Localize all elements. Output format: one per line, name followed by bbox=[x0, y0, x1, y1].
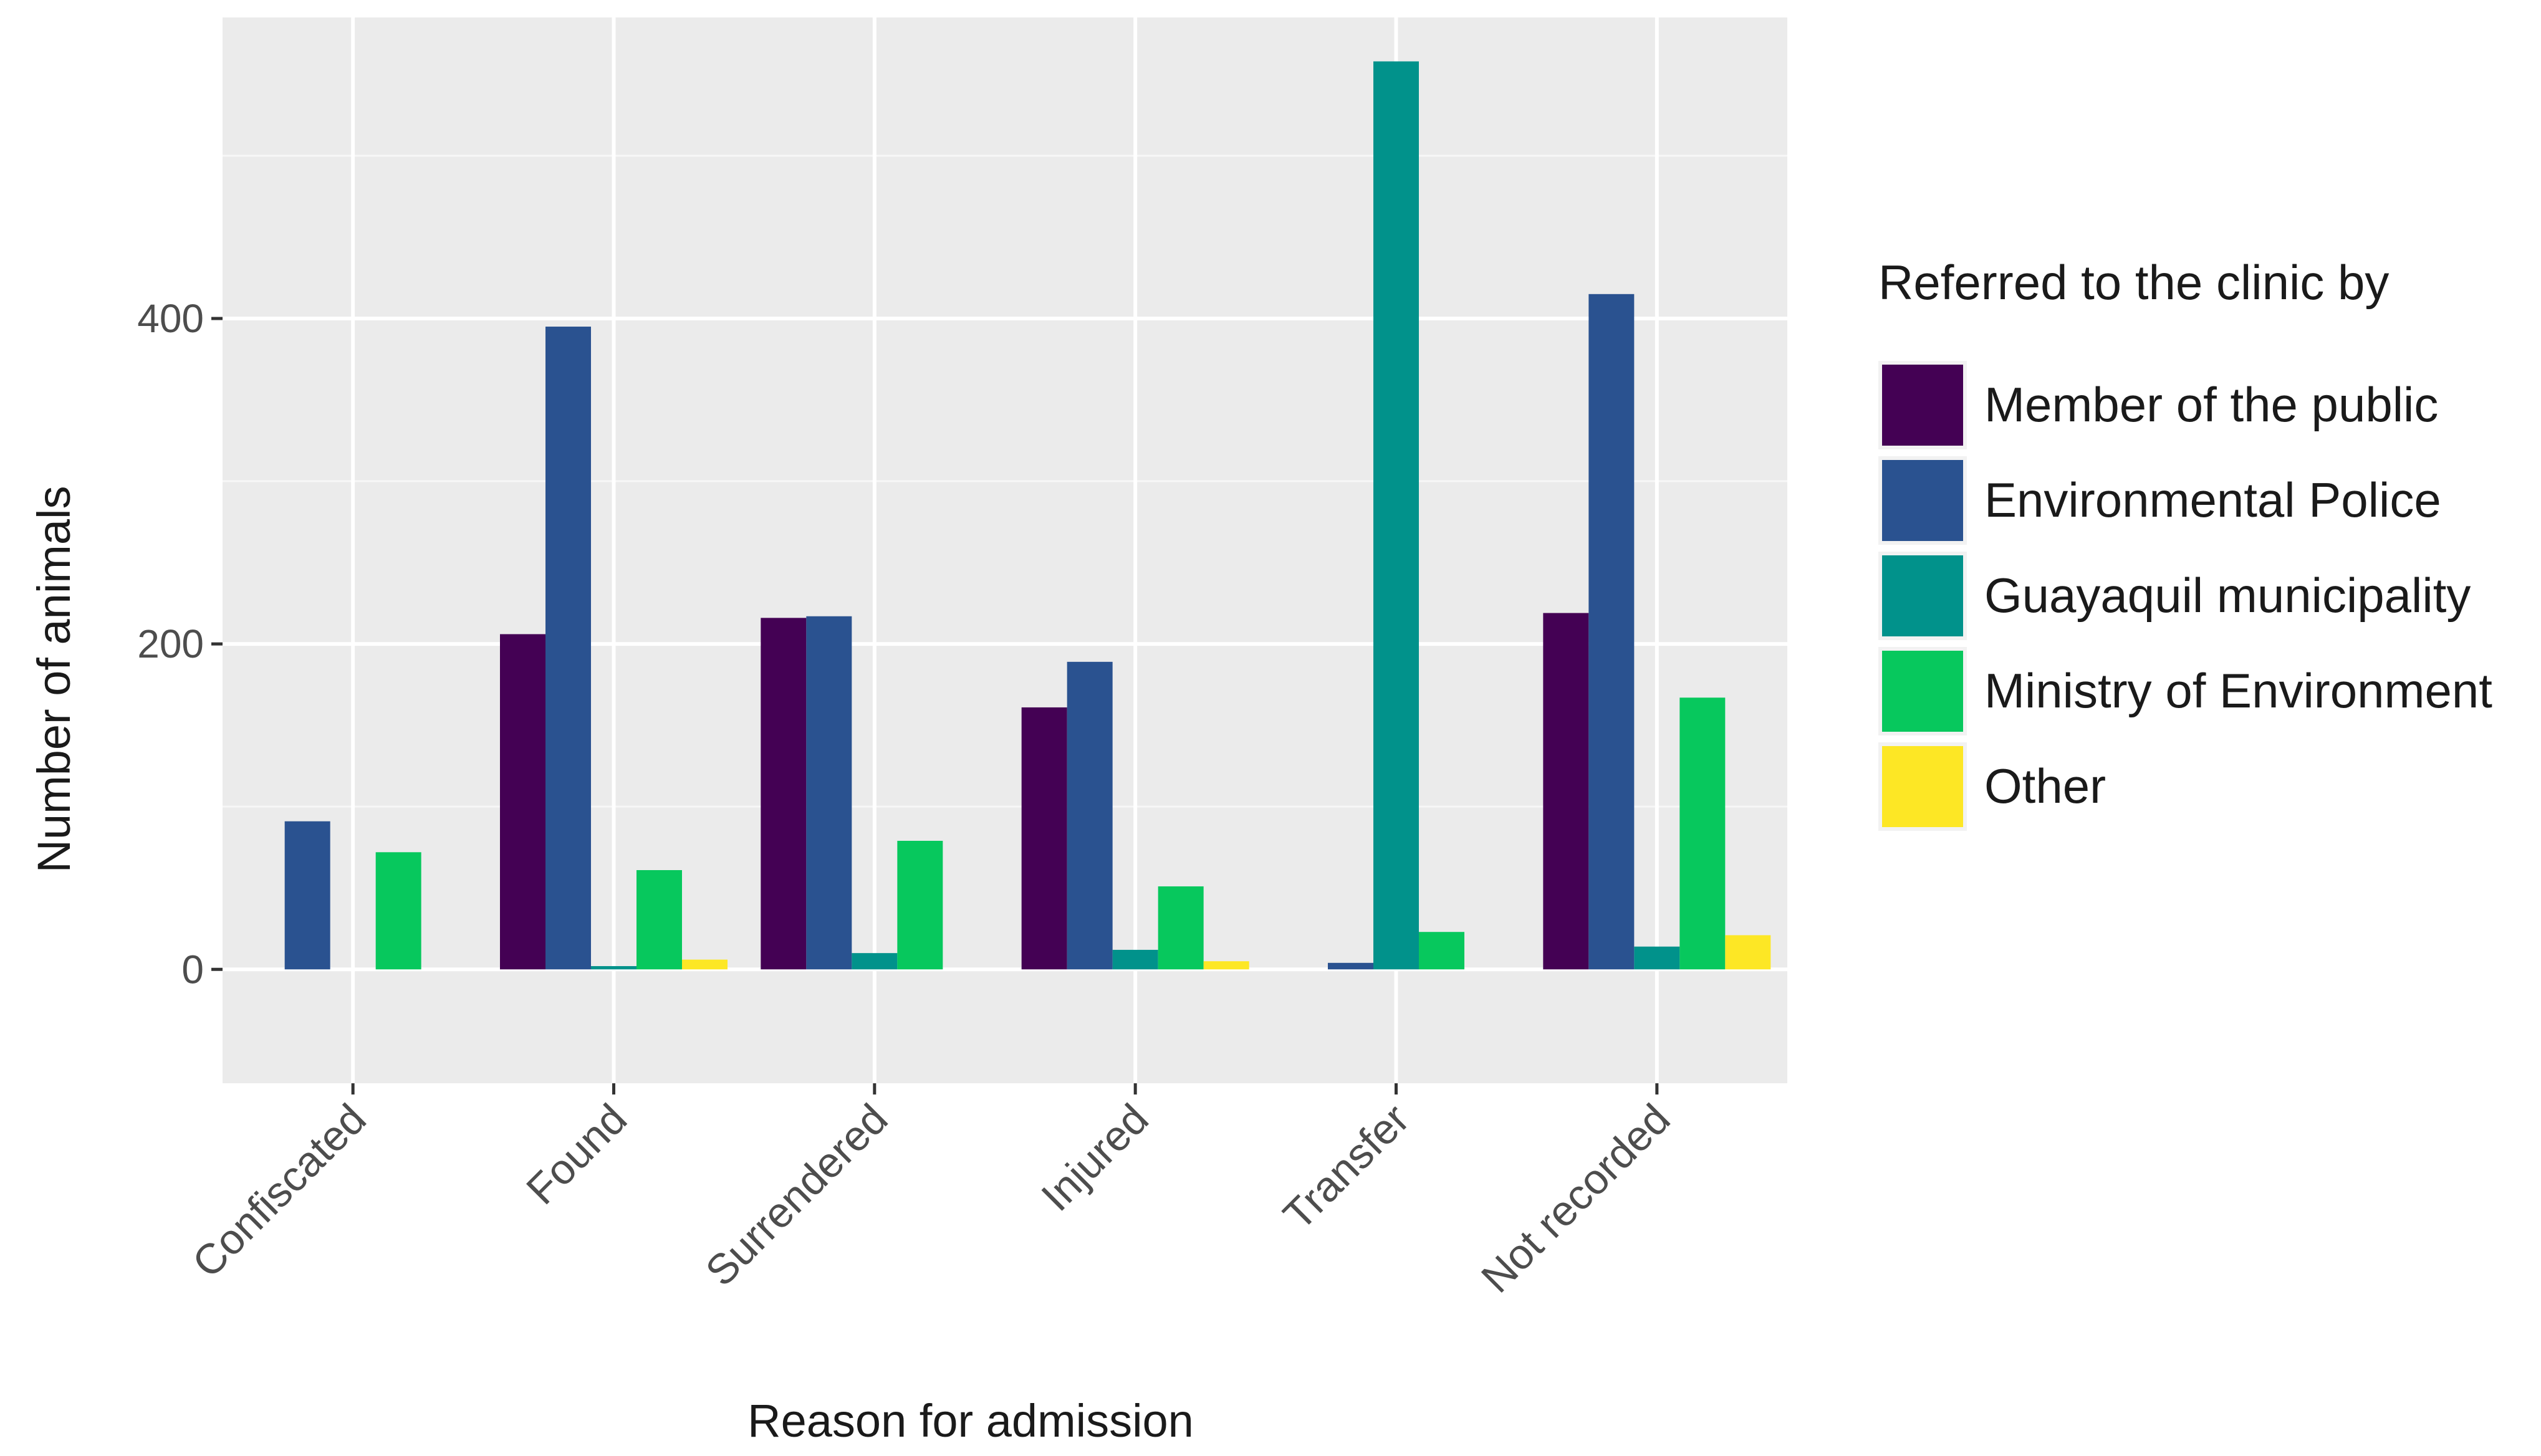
bar-ministry-of-environment-confiscated bbox=[375, 852, 421, 970]
bar-guayaquil-municipality-surrendered bbox=[852, 953, 898, 970]
y-tick-label: 0 bbox=[181, 947, 204, 992]
bar-environmental-police-surrendered bbox=[806, 616, 852, 970]
bar-environmental-police-found bbox=[545, 327, 591, 970]
y-tick-label: 400 bbox=[137, 296, 204, 341]
bar-other-found bbox=[682, 959, 728, 970]
y-axis-title: Number of animals bbox=[28, 486, 80, 873]
x-axis-title: Reason for admission bbox=[747, 1395, 1194, 1447]
bar-member-of-the-public-found bbox=[500, 634, 545, 970]
bars bbox=[284, 61, 1771, 970]
bar-environmental-police-injured bbox=[1067, 661, 1113, 970]
legend-label: Member of the public bbox=[1984, 377, 2438, 432]
legend-label: Ministry of Environment bbox=[1984, 663, 2492, 718]
bar-ministry-of-environment-found bbox=[636, 870, 682, 970]
bar-environmental-police-transfer bbox=[1328, 962, 1373, 970]
legend-label: Other bbox=[1984, 759, 2106, 813]
minor-gridlines bbox=[223, 155, 1787, 808]
legend-key-other bbox=[1882, 746, 1963, 827]
legend-title: Referred to the clinic by bbox=[1878, 255, 2389, 310]
legend-key-member-of-the-public bbox=[1882, 365, 1963, 446]
x-tick-label: Surrendered bbox=[696, 1095, 896, 1295]
bar-guayaquil-municipality-injured bbox=[1112, 949, 1158, 970]
y-tick-label: 200 bbox=[137, 621, 204, 666]
bar-guayaquil-municipality-found bbox=[591, 966, 636, 970]
legend-key-guayaquil-municipality bbox=[1882, 555, 1963, 636]
bar-ministry-of-environment-not-recorded bbox=[1679, 697, 1726, 970]
bar-other-injured bbox=[1203, 961, 1249, 970]
bar-ministry-of-environment-surrendered bbox=[897, 841, 943, 970]
x-tick-label: Found bbox=[517, 1095, 636, 1214]
bar-member-of-the-public-injured bbox=[1021, 707, 1067, 970]
bar-member-of-the-public-not-recorded bbox=[1543, 613, 1589, 970]
bar-environmental-police-confiscated bbox=[284, 821, 330, 970]
legend-key-ministry-of-environment bbox=[1882, 651, 1963, 732]
bar-member-of-the-public-surrendered bbox=[761, 618, 807, 970]
bar-ministry-of-environment-transfer bbox=[1419, 932, 1464, 970]
legend-label: Environmental Police bbox=[1984, 472, 2441, 527]
bar-guayaquil-municipality-transfer bbox=[1373, 61, 1419, 970]
bar-guayaquil-municipality-not-recorded bbox=[1634, 946, 1680, 970]
legend-label: Guayaquil municipality bbox=[1984, 568, 2471, 623]
plot-panel bbox=[223, 17, 1787, 1083]
x-tick-label: Transfer bbox=[1274, 1095, 1418, 1239]
bar-ministry-of-environment-injured bbox=[1158, 886, 1204, 970]
legend-key-environmental-police bbox=[1882, 460, 1963, 541]
x-tick-label: Injured bbox=[1032, 1095, 1158, 1220]
legend: Referred to the clinic by Member of the … bbox=[1878, 255, 2492, 831]
bar-environmental-police-not-recorded bbox=[1588, 294, 1635, 970]
x-tick-label: Not recorded bbox=[1472, 1095, 1679, 1302]
bar-other-not-recorded bbox=[1725, 935, 1771, 970]
x-tick-label: Confiscated bbox=[183, 1095, 375, 1287]
